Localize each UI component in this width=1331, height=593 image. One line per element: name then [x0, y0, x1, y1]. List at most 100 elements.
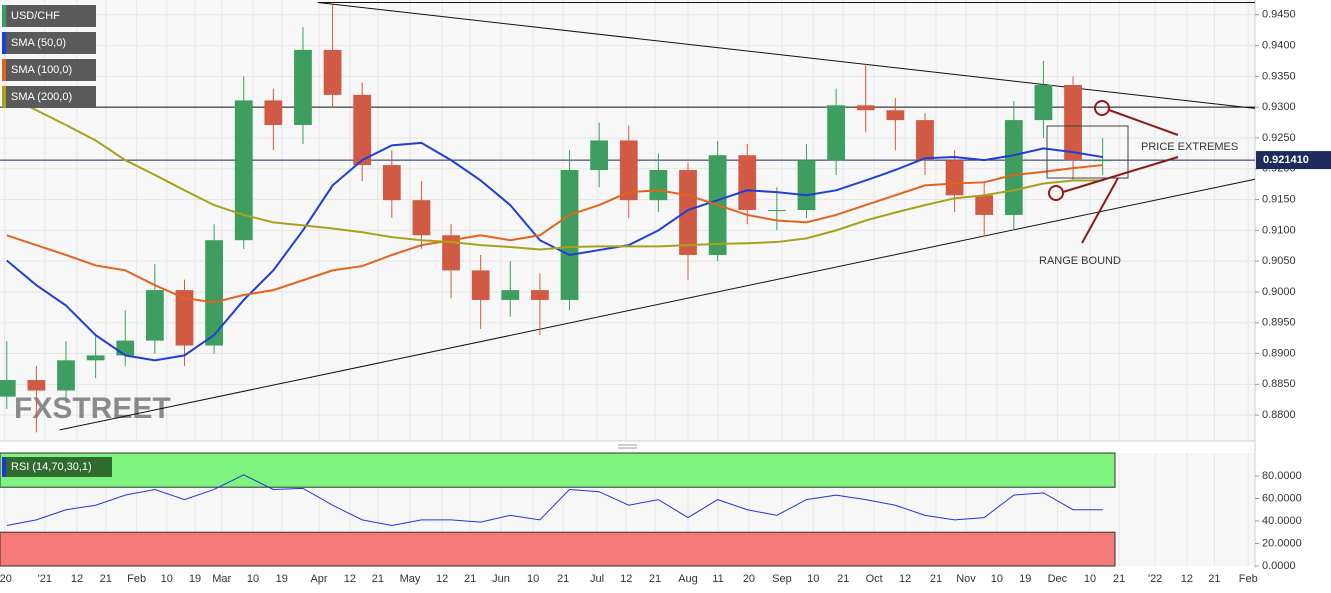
legend-label: SMA (100,0) [11, 64, 72, 76]
candle-body [86, 355, 105, 361]
x-tick-label: Jun [492, 573, 510, 585]
y-tick-label: 0.9450 [1262, 9, 1296, 21]
y-tick-label: 40.0000 [1262, 515, 1302, 527]
y-tick-label: 0.9300 [1262, 101, 1296, 113]
last-price-label: 0.921410 [1263, 154, 1309, 166]
candle-body [27, 380, 46, 391]
x-tick-label: 19 [276, 573, 288, 585]
x-tick-label: Sep [772, 573, 792, 585]
candle-body [827, 105, 845, 161]
x-tick-label: 10 [1084, 573, 1096, 585]
candle-body [234, 100, 253, 241]
candle-body [916, 120, 934, 161]
x-tick-label: 10 [247, 573, 259, 585]
x-tick-label: 10 [161, 573, 173, 585]
overbought-zone [0, 452, 1116, 488]
candle-body [501, 290, 520, 300]
legend-box [2, 457, 112, 477]
candle-body [1004, 120, 1023, 215]
candle-body [442, 235, 460, 271]
legend-box [2, 59, 96, 81]
x-tick-label: Oct [866, 573, 883, 585]
x-tick-label: 10 [991, 573, 1003, 585]
candle-body [767, 210, 786, 212]
x-tick-label: 20 [743, 573, 755, 585]
annotation: PRICE EXTREMES [1141, 141, 1238, 153]
x-tick-label: '22 [1148, 573, 1162, 585]
candle-body [382, 165, 401, 201]
x-tick-label: Apr [310, 573, 327, 585]
sma-line [6, 93, 1103, 251]
candle-body [738, 155, 757, 211]
x-tick-label: 12 [344, 573, 356, 585]
y-tick-label: 0.9350 [1262, 70, 1296, 82]
candle-body [560, 169, 579, 300]
x-tick-label: Feb [127, 573, 146, 585]
legend-swatch [2, 457, 6, 477]
annotation: RANGE BOUND [1039, 255, 1121, 267]
sma-line [6, 164, 1103, 304]
x-tick-label: '21 [38, 573, 52, 585]
watermark: FXSTREET [14, 392, 171, 425]
candle-body [1034, 84, 1053, 121]
x-tick-label: 12 [71, 573, 83, 585]
legend-label: SMA (200,0) [11, 91, 72, 103]
x-tick-label: 12 [1181, 573, 1193, 585]
x-tick-label: Aug [678, 573, 698, 585]
legend-swatch [2, 5, 6, 27]
x-tick-label: 12 [436, 573, 448, 585]
y-tick-label: 60.0000 [1262, 492, 1302, 504]
candle-body [590, 140, 609, 170]
legend-label: RSI (14,70,30,1) [11, 461, 92, 473]
y-tick-label: 0.9050 [1262, 255, 1296, 267]
trendline [59, 178, 1256, 431]
legend-box [2, 86, 96, 108]
candle-body [412, 200, 431, 236]
x-tick-label: Feb [1239, 573, 1258, 585]
x-tick-label: 21 [837, 573, 849, 585]
candle-body [205, 240, 223, 346]
candle-body [975, 195, 994, 215]
candle-body [353, 94, 372, 166]
y-tick-label: 20.0000 [1262, 537, 1302, 549]
candle-body [856, 105, 875, 111]
x-tick-label: 21 [100, 573, 112, 585]
y-tick-label: 0.9000 [1262, 286, 1296, 298]
x-tick-label: 12 [899, 573, 911, 585]
legend-label: SMA (50,0) [11, 37, 66, 49]
x-tick-label: 21 [464, 573, 476, 585]
y-tick-label: 0.9250 [1262, 132, 1296, 144]
price-panel [0, 0, 1255, 441]
y-tick-label: 0.8800 [1262, 409, 1296, 421]
y-tick-label: 80.0000 [1262, 470, 1302, 482]
legend-box [2, 32, 96, 54]
x-tick-label: 10 [527, 573, 539, 585]
x-tick-label: Dec [1048, 573, 1068, 585]
x-tick-label: Nov [956, 573, 976, 585]
legend-swatch [2, 59, 6, 81]
x-tick-label: Jul [590, 573, 604, 585]
divider-grip [618, 444, 637, 449]
candle-body [619, 140, 638, 201]
legend-swatch [2, 86, 6, 108]
x-tick-label: 19 [1019, 573, 1031, 585]
x-tick-label: 21 [1208, 573, 1220, 585]
legend-box [2, 5, 96, 27]
candle-body [175, 290, 194, 346]
candle-body [0, 380, 16, 397]
x-tick-label: 10 [807, 573, 819, 585]
candle-body [145, 290, 164, 341]
candle-body [945, 160, 964, 196]
candle-body [294, 49, 312, 126]
candle-body [1064, 84, 1082, 161]
candle-body [679, 169, 697, 255]
candle-body [57, 360, 75, 391]
x-tick-label: 12 [620, 573, 632, 585]
candle-body [531, 290, 549, 300]
candle-body [264, 100, 283, 126]
legend-label: USD/CHF [11, 10, 60, 22]
candle-body [886, 110, 905, 121]
y-tick-label: 0.9400 [1262, 39, 1296, 51]
y-tick-label: 0.9150 [1262, 193, 1296, 205]
